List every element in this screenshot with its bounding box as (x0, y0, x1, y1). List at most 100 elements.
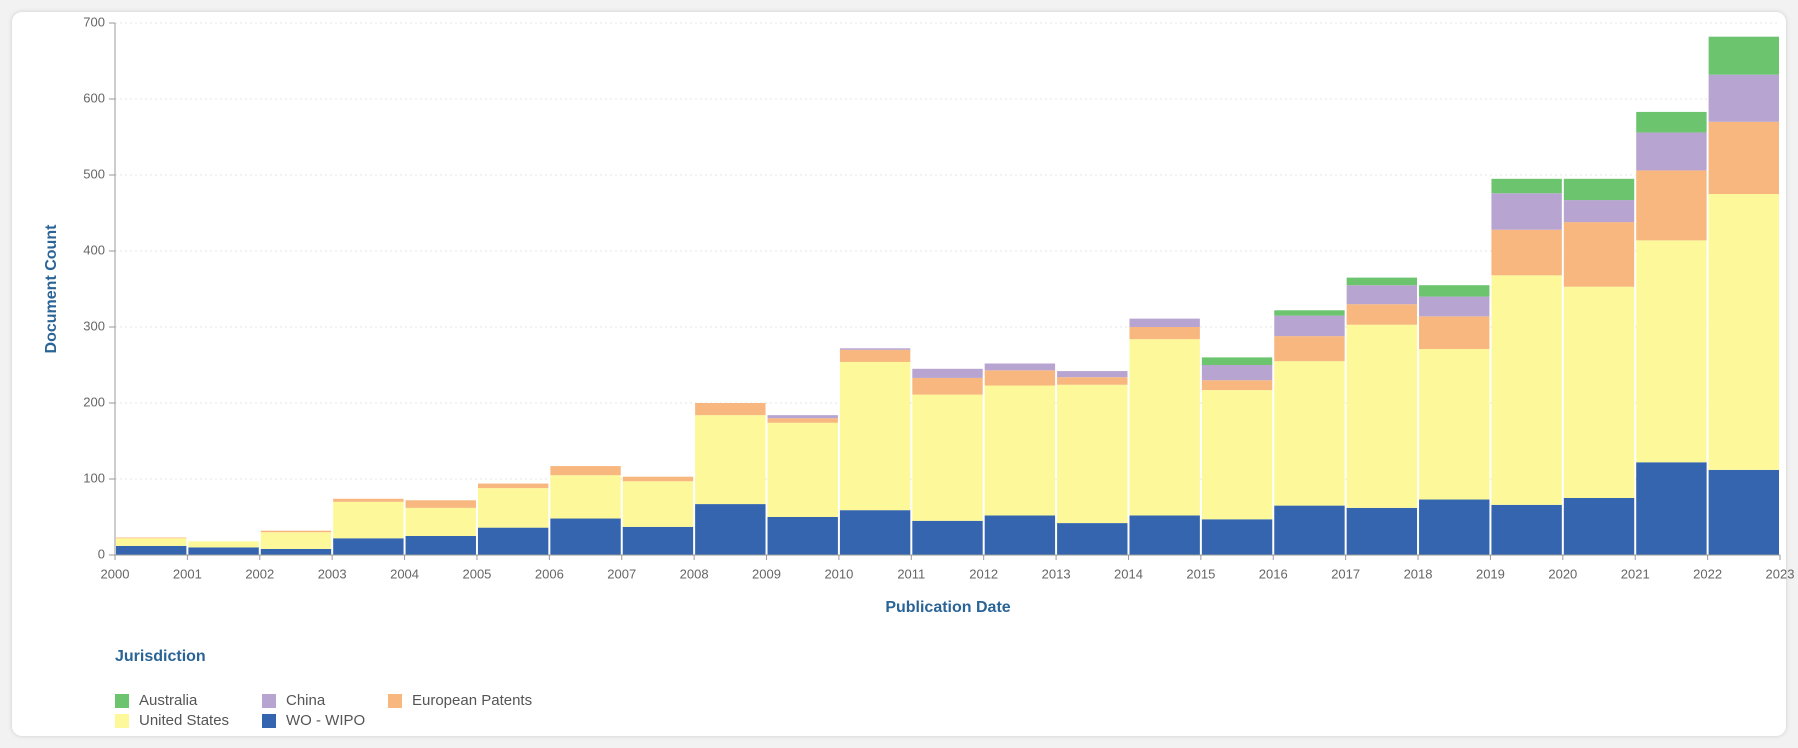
bar-segment (477, 488, 549, 528)
bar-segment (1708, 36, 1779, 75)
bar-segment (1563, 498, 1635, 555)
x-tick-label: 2002 (245, 566, 274, 581)
bar-segment (1708, 469, 1779, 555)
bar-segment (550, 466, 621, 476)
bar-segment (1563, 286, 1635, 498)
bar-segment (188, 541, 259, 548)
x-tick-label: 2003 (318, 566, 347, 581)
legend-label: WO - WIPO (286, 712, 365, 729)
bar-segment (1346, 324, 1418, 508)
bar-segment (767, 517, 838, 555)
x-tick-label: 2019 (1476, 566, 1505, 581)
bar-segment (1419, 349, 1490, 500)
bar-segment (1346, 285, 1418, 305)
legend-label: European Patents (412, 692, 532, 709)
bar-segment (1636, 240, 1707, 463)
bar-segment (1636, 170, 1707, 241)
x-tick-label: 2011 (897, 566, 925, 581)
bar-segment (695, 504, 766, 555)
x-tick-label: 2005 (462, 566, 491, 581)
bar-segment (1201, 390, 1273, 520)
bar-segment (1563, 200, 1635, 223)
x-tick-label: 2014 (1114, 566, 1143, 581)
bar-segment (984, 363, 1056, 371)
bar-segment (1491, 229, 1562, 276)
bar-segment (839, 348, 911, 350)
bar-segment (477, 483, 549, 489)
bar-segment (1274, 505, 1345, 555)
bar-segment (1057, 523, 1128, 555)
x-tick-label: 2015 (1186, 566, 1215, 581)
x-tick-label: 2022 (1693, 566, 1722, 581)
y-tick-label: 100 (83, 470, 105, 485)
bar-segment (1129, 327, 1200, 340)
bar-segment (767, 415, 838, 419)
bar-segment (1636, 462, 1707, 555)
bar-segment (1201, 357, 1273, 365)
bar-segment (405, 500, 476, 508)
bar-segment (1201, 365, 1273, 381)
bar-segment (1201, 380, 1273, 391)
bar-segment (333, 538, 404, 555)
legend-label: Australia (139, 692, 198, 709)
bar-segment (405, 507, 476, 536)
bar-segment (1057, 371, 1128, 378)
x-tick-label: 2010 (824, 566, 853, 581)
legend-title: Jurisdiction (115, 648, 206, 665)
x-tick-label: 2007 (607, 566, 636, 581)
bar-segment (116, 537, 187, 539)
legend-label: China (286, 692, 326, 709)
legend-swatch (115, 714, 129, 728)
bar-segment (839, 361, 911, 511)
legend-swatch (262, 694, 276, 708)
bar-segment (695, 415, 766, 505)
y-tick-label: 200 (83, 394, 105, 409)
x-tick-label: 2000 (101, 566, 130, 581)
legend-swatch (388, 694, 402, 708)
legend-label: United States (139, 712, 229, 729)
y-tick-label: 700 (83, 14, 105, 29)
bar-segment (984, 385, 1056, 516)
bar-segment (839, 510, 911, 555)
bar-segment (1419, 296, 1490, 317)
bar-segment (1346, 304, 1418, 325)
x-tick-label: 2006 (535, 566, 564, 581)
bar-segment (1274, 310, 1345, 316)
bar-segment (550, 475, 621, 519)
bar-segment (260, 548, 332, 555)
bar-segment (1129, 339, 1200, 516)
bar-segment (260, 532, 332, 549)
bar-segment (1201, 519, 1273, 555)
x-tick-label: 2013 (1042, 566, 1071, 581)
bar-segment (1274, 336, 1345, 362)
bar-segment (767, 418, 838, 423)
bar-segment (1636, 111, 1707, 133)
x-tick-label: 2017 (1331, 566, 1360, 581)
bar-segment (188, 547, 259, 555)
bar-segment (1563, 222, 1635, 287)
bar-segment (1708, 194, 1779, 470)
bar-segment (1419, 285, 1490, 297)
y-tick-label: 0 (98, 546, 105, 561)
bar-segment (1346, 507, 1418, 555)
x-tick-label: 2023 (1766, 566, 1795, 581)
y-tick-label: 400 (83, 242, 105, 257)
bar-segment (1057, 377, 1128, 385)
bar-segment (405, 536, 476, 555)
legend-swatch (262, 714, 276, 728)
bar-segment (912, 377, 983, 395)
x-tick-label: 2021 (1621, 566, 1650, 581)
x-tick-label: 2020 (1548, 566, 1577, 581)
bar-segment (333, 498, 404, 502)
bar-segment (1419, 316, 1490, 350)
x-tick-label: 2016 (1259, 566, 1288, 581)
bar-segment (1491, 193, 1562, 230)
x-axis-title: Publication Date (885, 599, 1010, 616)
bar-segment (695, 403, 766, 416)
bar-segment (116, 545, 187, 555)
bar-segment (984, 515, 1056, 555)
bar-segment (767, 422, 838, 517)
x-tick-label: 2018 (1404, 566, 1433, 581)
bar-segment (333, 501, 404, 539)
